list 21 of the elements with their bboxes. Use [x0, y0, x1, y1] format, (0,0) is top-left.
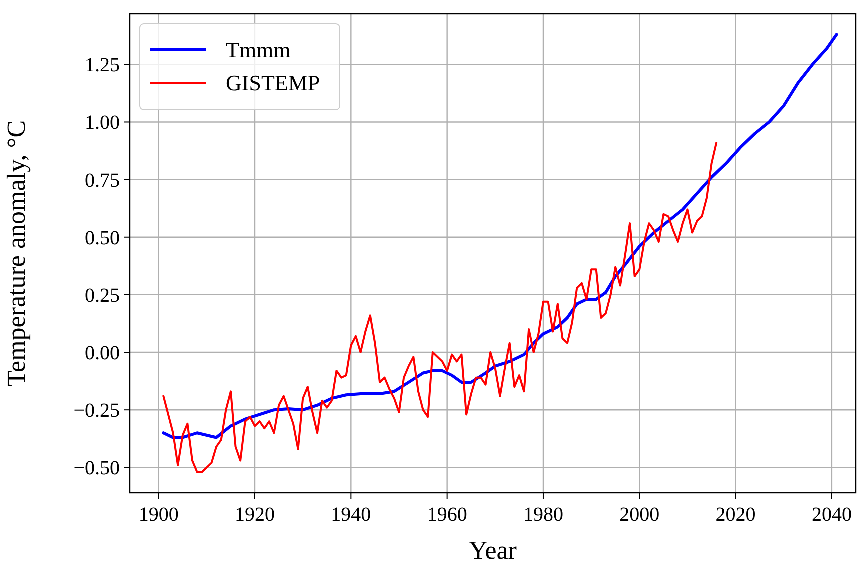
legend-label: Tmmm: [226, 38, 291, 63]
y-axis-title: Temperature anomaly, °C: [2, 120, 31, 387]
y-tick-label: 1.25: [85, 54, 120, 77]
x-tick-label: 1900: [138, 504, 179, 526]
y-tick-label: 0.00: [85, 342, 120, 365]
x-tick-label: 1940: [331, 504, 372, 526]
y-tick-label: −0.25: [74, 400, 120, 422]
x-tick-label: 1980: [523, 504, 564, 526]
x-tick-label: 1920: [235, 504, 276, 526]
x-axis-title: Year: [469, 536, 518, 565]
y-tick-label: −0.50: [74, 458, 120, 480]
x-tick-label: 2040: [812, 504, 852, 526]
y-tick-label: 0.25: [85, 284, 120, 307]
x-tick-label: 2000: [620, 504, 660, 526]
y-tick-label: 0.75: [85, 170, 120, 192]
y-tick-label: 0.50: [85, 227, 120, 250]
y-tick-label: 1.00: [85, 112, 120, 134]
x-tick-label: 2020: [716, 504, 756, 526]
line-series: [162, 142, 718, 474]
x-tick-label: 1960: [427, 504, 468, 526]
legend-label: GISTEMP: [226, 70, 320, 96]
